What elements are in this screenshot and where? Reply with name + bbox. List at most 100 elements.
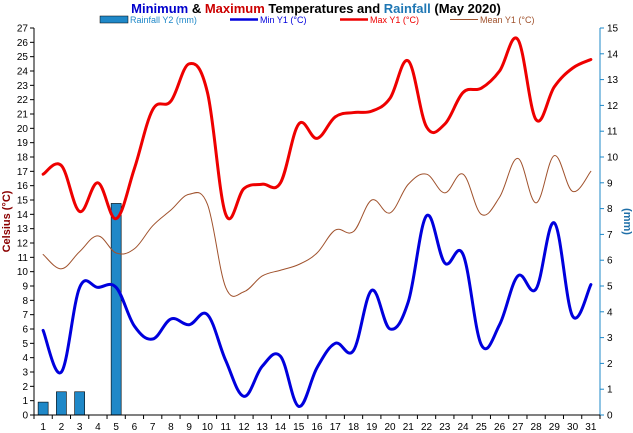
rainfall-bar xyxy=(74,391,85,416)
x-tick-label: 24 xyxy=(458,422,470,433)
y-right-axis-title: (mm) xyxy=(621,208,633,235)
legend-item: Max Y1 (°C) xyxy=(340,15,419,25)
y-right-tick-label: 13 xyxy=(607,75,619,86)
chart-title-text: Minimum & Maximum Temperatures and Rainf… xyxy=(131,1,501,16)
y-right-tick-label: 14 xyxy=(607,49,619,60)
y-left-tick-label: 23 xyxy=(17,81,29,92)
x-tick-label: 17 xyxy=(330,422,342,433)
chart-title: Minimum & Maximum Temperatures and Rainf… xyxy=(131,1,501,16)
mean-temperature-line xyxy=(42,155,592,297)
y-left-tick-label: 4 xyxy=(22,353,28,364)
y-right-tick-label: 12 xyxy=(607,101,619,112)
y-left-tick-label: 8 xyxy=(22,296,28,307)
title-part: & xyxy=(188,1,205,16)
y-left-tick-label: 10 xyxy=(17,267,29,278)
y-left-tick-label: 16 xyxy=(17,181,29,192)
x-tick-label: 7 xyxy=(150,422,156,433)
min-temperature-line xyxy=(41,213,593,408)
y-left-tick-label: 7 xyxy=(22,310,28,321)
x-tick-label: 10 xyxy=(202,422,214,433)
axes: 0123456789101112131415161718192021222324… xyxy=(1,24,633,433)
y-right-tick-label: 3 xyxy=(607,333,613,344)
legend-label: Min Y1 (°C) xyxy=(260,15,306,25)
x-tick-label: 4 xyxy=(95,422,101,433)
legend-item: Rainfall Y2 (mm) xyxy=(99,15,197,25)
x-tick-label: 3 xyxy=(77,422,83,433)
x-tick-label: 15 xyxy=(293,422,305,433)
y-left-tick-label: 3 xyxy=(22,368,28,379)
y-right-tick-label: 1 xyxy=(607,385,613,396)
y-right-tick-label: 15 xyxy=(607,24,619,35)
y-left-tick-label: 6 xyxy=(22,325,28,336)
x-tick-label: 29 xyxy=(549,422,561,433)
y-left-tick-label: 22 xyxy=(17,95,29,106)
x-tick-label: 26 xyxy=(494,422,506,433)
y-left-tick-label: 13 xyxy=(17,224,29,235)
x-tick-label: 20 xyxy=(384,422,396,433)
x-tick-label: 25 xyxy=(476,422,488,433)
title-part: Maximum xyxy=(205,1,265,16)
rainfall-bar xyxy=(110,203,122,416)
y-left-tick-label: 15 xyxy=(17,196,29,207)
y-left-tick-label: 1 xyxy=(22,396,28,407)
x-tick-label: 31 xyxy=(585,422,597,433)
y-right-tick-label: 10 xyxy=(607,153,619,164)
y-left-tick-label: 17 xyxy=(17,167,29,178)
y-right-tick-label: 7 xyxy=(607,230,613,241)
temperature-lines xyxy=(41,36,593,408)
x-tick-label: 9 xyxy=(186,422,192,433)
y-right-tick-label: 0 xyxy=(607,411,613,422)
y-left-tick-label: 2 xyxy=(22,382,28,393)
y-left-tick-label: 9 xyxy=(22,282,28,293)
plot-area xyxy=(34,28,600,415)
y-left-tick-label: 12 xyxy=(17,239,29,250)
x-tick-label: 22 xyxy=(421,422,433,433)
y-right-tick-label: 2 xyxy=(607,359,613,370)
x-tick-label: 27 xyxy=(512,422,524,433)
y-right-tick-label: 9 xyxy=(607,178,613,189)
x-tick-label: 13 xyxy=(257,422,269,433)
y-left-axis-title: Celsius (°C) xyxy=(1,190,13,252)
y-left-tick-label: 18 xyxy=(17,153,29,164)
y-left-tick-label: 11 xyxy=(18,253,29,264)
y-left-tick-label: 25 xyxy=(17,52,29,63)
y-left-tick-label: 21 xyxy=(17,110,29,121)
x-tick-label: 21 xyxy=(403,422,415,433)
x-tick-label: 18 xyxy=(348,422,360,433)
x-tick-label: 28 xyxy=(531,422,543,433)
y-right-tick-label: 11 xyxy=(607,127,618,138)
chart-legend: Rainfall Y2 (mm) Min Y1 (°C) Max Y1 (°C) Me… xyxy=(99,15,534,25)
rainfall-bar xyxy=(37,401,49,416)
y-right-tick-label: 5 xyxy=(607,282,613,293)
y-left-tick-label: 20 xyxy=(17,124,29,135)
y-right-tick-label: 6 xyxy=(607,256,613,267)
max-temperature-line xyxy=(41,36,593,221)
x-tick-label: 19 xyxy=(366,422,378,433)
legend-item: Mean Y1 (°C) xyxy=(450,15,534,25)
legend-label: Mean Y1 (°C) xyxy=(480,15,534,25)
x-tick-label: 11 xyxy=(221,422,232,433)
x-tick-label: 30 xyxy=(567,422,579,433)
title-part: Minimum xyxy=(131,1,188,16)
x-tick-label: 12 xyxy=(238,422,250,433)
y-left-tick-label: 27 xyxy=(17,24,29,35)
rainfall-bar xyxy=(56,391,67,416)
x-tick-label: 14 xyxy=(275,422,287,433)
y-right-tick-label: 8 xyxy=(607,204,613,215)
y-left-tick-label: 26 xyxy=(17,38,29,49)
y-left-tick-label: 0 xyxy=(22,411,28,422)
plot-background xyxy=(34,28,600,415)
x-tick-label: 6 xyxy=(132,422,138,433)
x-tick-label: 16 xyxy=(311,422,323,433)
x-tick-label: 5 xyxy=(113,422,119,433)
y-left-tick-label: 14 xyxy=(17,210,29,221)
legend-label: Max Y1 (°C) xyxy=(370,15,419,25)
x-tick-label: 8 xyxy=(168,422,174,433)
y-right-tick-label: 4 xyxy=(607,307,613,318)
y-left-tick-label: 5 xyxy=(22,339,28,350)
legend-swatch xyxy=(99,15,129,24)
title-part: (May 2020) xyxy=(431,1,501,16)
y-left-tick-label: 24 xyxy=(17,67,29,78)
title-part: Temperatures and xyxy=(265,1,384,16)
